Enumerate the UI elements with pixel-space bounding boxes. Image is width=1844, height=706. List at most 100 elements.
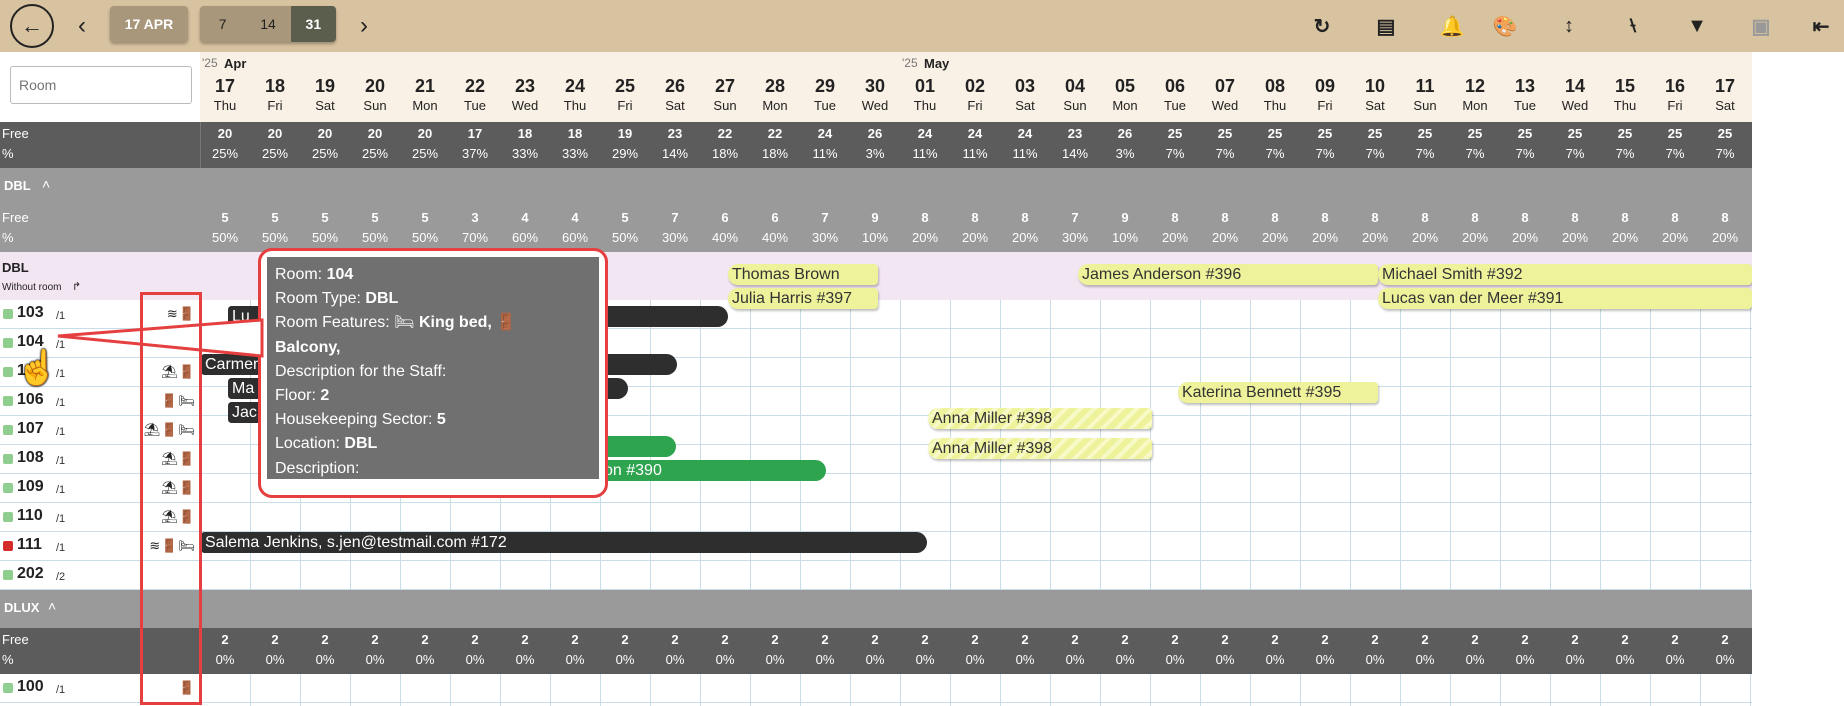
room-row[interactable]: 107/1 ⛱🚪🛏 — [0, 416, 200, 445]
bell-plus-icon[interactable]: 🔔 — [1439, 15, 1465, 38]
day-column-header[interactable]: 10 Sat — [1350, 74, 1400, 122]
day-column-header[interactable]: 06 Tue — [1150, 74, 1200, 122]
room-search-input[interactable] — [10, 66, 192, 104]
date-picker-button[interactable]: 17 APR — [110, 6, 188, 42]
free-count: 25 — [1367, 126, 1383, 141]
room-row[interactable]: 202/2 — [0, 561, 200, 590]
room-row[interactable]: 110/1 ⛱🚪 — [0, 503, 200, 532]
day-column-header[interactable]: 18 Fri — [250, 74, 300, 122]
day-column-header[interactable]: 17 Thu — [200, 74, 250, 122]
free-percent: 20% — [1211, 230, 1239, 245]
day-column-header[interactable]: 25 Fri — [600, 74, 650, 122]
booking-bar[interactable]: Lucas van der Meer #391 — [1378, 288, 1752, 309]
day-column-header[interactable]: 16 Fri — [1650, 74, 1700, 122]
day-number: 13 — [1514, 76, 1536, 96]
day-column-header[interactable]: 09 Fri — [1300, 74, 1350, 122]
free-percent: 7% — [1365, 146, 1385, 161]
back-arrow-icon[interactable]: ← — [10, 4, 54, 48]
free-percent: 0% — [1615, 652, 1635, 667]
booking-bar[interactable]: Anna Miller #398 — [928, 438, 1152, 459]
free-count: 18 — [517, 126, 533, 141]
day-column-header[interactable]: 21 Mon — [400, 74, 450, 122]
day-column-header[interactable]: 14 Wed — [1550, 74, 1600, 122]
day-column-header[interactable]: 11 Sun — [1400, 74, 1450, 122]
day-column-header[interactable]: 20 Sun — [350, 74, 400, 122]
tooltip-sector: 5 — [436, 411, 446, 429]
section-header-dbl[interactable]: DBL ˄ — [0, 168, 1752, 206]
columns-icon[interactable]: ▤ — [1376, 15, 1396, 38]
grid-vline — [1400, 122, 1401, 706]
day-column-header[interactable]: 29 Tue — [800, 74, 850, 122]
booking-bar[interactable]: Salema Jenkins, s.jen@testmail.com #172 — [201, 532, 927, 553]
day-column-header[interactable]: 27 Sun — [700, 74, 750, 122]
booking-bar[interactable]: James Anderson #396 — [1078, 264, 1378, 285]
room-row[interactable]: 109/1 ⛱🚪 — [0, 474, 200, 503]
free-percent: 0% — [615, 652, 635, 667]
booking-bar[interactable]: Michael Smith #392 — [1378, 264, 1752, 285]
free-count: 2 — [1521, 632, 1529, 647]
day-column-header[interactable]: 30 Wed — [850, 74, 900, 122]
hand-cursor-icon: ☝ — [16, 349, 59, 387]
free-percent: 0% — [1515, 652, 1535, 667]
room-number: 107 — [17, 420, 44, 437]
day-column-header[interactable]: 13 Tue — [1500, 74, 1550, 122]
day-number: 14 — [1564, 76, 1586, 96]
section-header-dlux[interactable]: DLUX ˄ — [0, 590, 1752, 628]
free-percent: 0% — [865, 652, 885, 667]
palette-icon[interactable]: 🎨 — [1492, 15, 1518, 38]
day-number: 12 — [1464, 76, 1486, 96]
day-column-header[interactable]: 05 Mon — [1100, 74, 1150, 122]
weekday: Sat — [1365, 98, 1385, 113]
day-column-header[interactable]: 12 Mon — [1450, 74, 1500, 122]
free-count: 20 — [417, 126, 433, 141]
free-count: 2 — [1471, 632, 1479, 647]
day-column-header[interactable]: 07 Wed — [1200, 74, 1250, 122]
day-column-header[interactable]: 02 Fri — [950, 74, 1000, 122]
filter-icon[interactable]: ▼ — [1687, 14, 1707, 37]
room-row[interactable]: 103/1 ≋🚪 — [0, 300, 200, 329]
chevron-up-icon[interactable]: ˄ — [48, 598, 57, 614]
day-column-header[interactable]: 24 Thu — [550, 74, 600, 122]
day-column-header[interactable]: 15 Thu — [1600, 74, 1650, 122]
day-column-header[interactable]: 22 Tue — [450, 74, 500, 122]
expand-vertical-icon[interactable]: ↕ — [1564, 14, 1574, 37]
room-row[interactable]: 100/1 🚪 — [0, 674, 200, 703]
free-percent: 20% — [1461, 230, 1489, 245]
day-column-header[interactable]: 23 Wed — [500, 74, 550, 122]
filter-off-icon[interactable]: ⧷ — [1629, 14, 1637, 37]
room-row[interactable]: 106/1 🚪🛏 — [0, 387, 200, 416]
range-7-button[interactable]: 7 — [218, 16, 227, 32]
free-count: 8 — [1621, 210, 1629, 225]
day-column-header[interactable]: 08 Thu — [1250, 74, 1300, 122]
day-column-header[interactable]: 01 Thu — [900, 74, 950, 122]
free-count: 7 — [671, 210, 679, 225]
collapse-icon[interactable]: ⇤ — [1812, 15, 1830, 38]
booking-bar[interactable]: Thomas Brown — [728, 264, 878, 285]
booking-bar[interactable]: Anna Miller #398 — [928, 408, 1152, 429]
free-percent: 20% — [1311, 230, 1339, 245]
booking-bar[interactable]: on #390 — [600, 460, 826, 481]
free-percent: 0% — [1265, 652, 1285, 667]
day-column-header[interactable]: 19 Sat — [300, 74, 350, 122]
day-column-header[interactable]: 03 Sat — [1000, 74, 1050, 122]
status-indicator — [3, 541, 13, 551]
chevron-right-icon[interactable]: › — [360, 12, 368, 39]
refresh-icon[interactable]: ↻ — [1313, 15, 1331, 38]
chevron-left-icon[interactable]: ‹ — [78, 12, 86, 39]
room-row[interactable]: 111/1 ≋🚪🛏 — [0, 532, 200, 561]
free-percent: 29% — [611, 146, 639, 161]
day-column-header[interactable]: 26 Sat — [650, 74, 700, 122]
day-column-header[interactable]: 28 Mon — [750, 74, 800, 122]
focus-icon[interactable]: ▣ — [1751, 15, 1771, 38]
tooltip-desc-label: Description: — [275, 459, 360, 477]
chevron-up-icon[interactable]: ˄ — [42, 176, 51, 192]
range-14-button[interactable]: 14 — [260, 16, 276, 32]
range-31-button[interactable]: 31 — [290, 6, 336, 42]
booking-bar[interactable]: Julia Harris #397 — [728, 288, 878, 309]
booking-bar[interactable]: Katerina Bennett #395 — [1178, 382, 1378, 403]
day-column-header[interactable]: 04 Sun — [1050, 74, 1100, 122]
room-row[interactable]: 105/1 ⛱🚪 — [0, 358, 200, 387]
day-column-header[interactable]: 17 Sat — [1700, 74, 1750, 122]
weekday: Sun — [1413, 98, 1437, 113]
room-row[interactable]: 108/1 ⛱🚪 — [0, 445, 200, 474]
